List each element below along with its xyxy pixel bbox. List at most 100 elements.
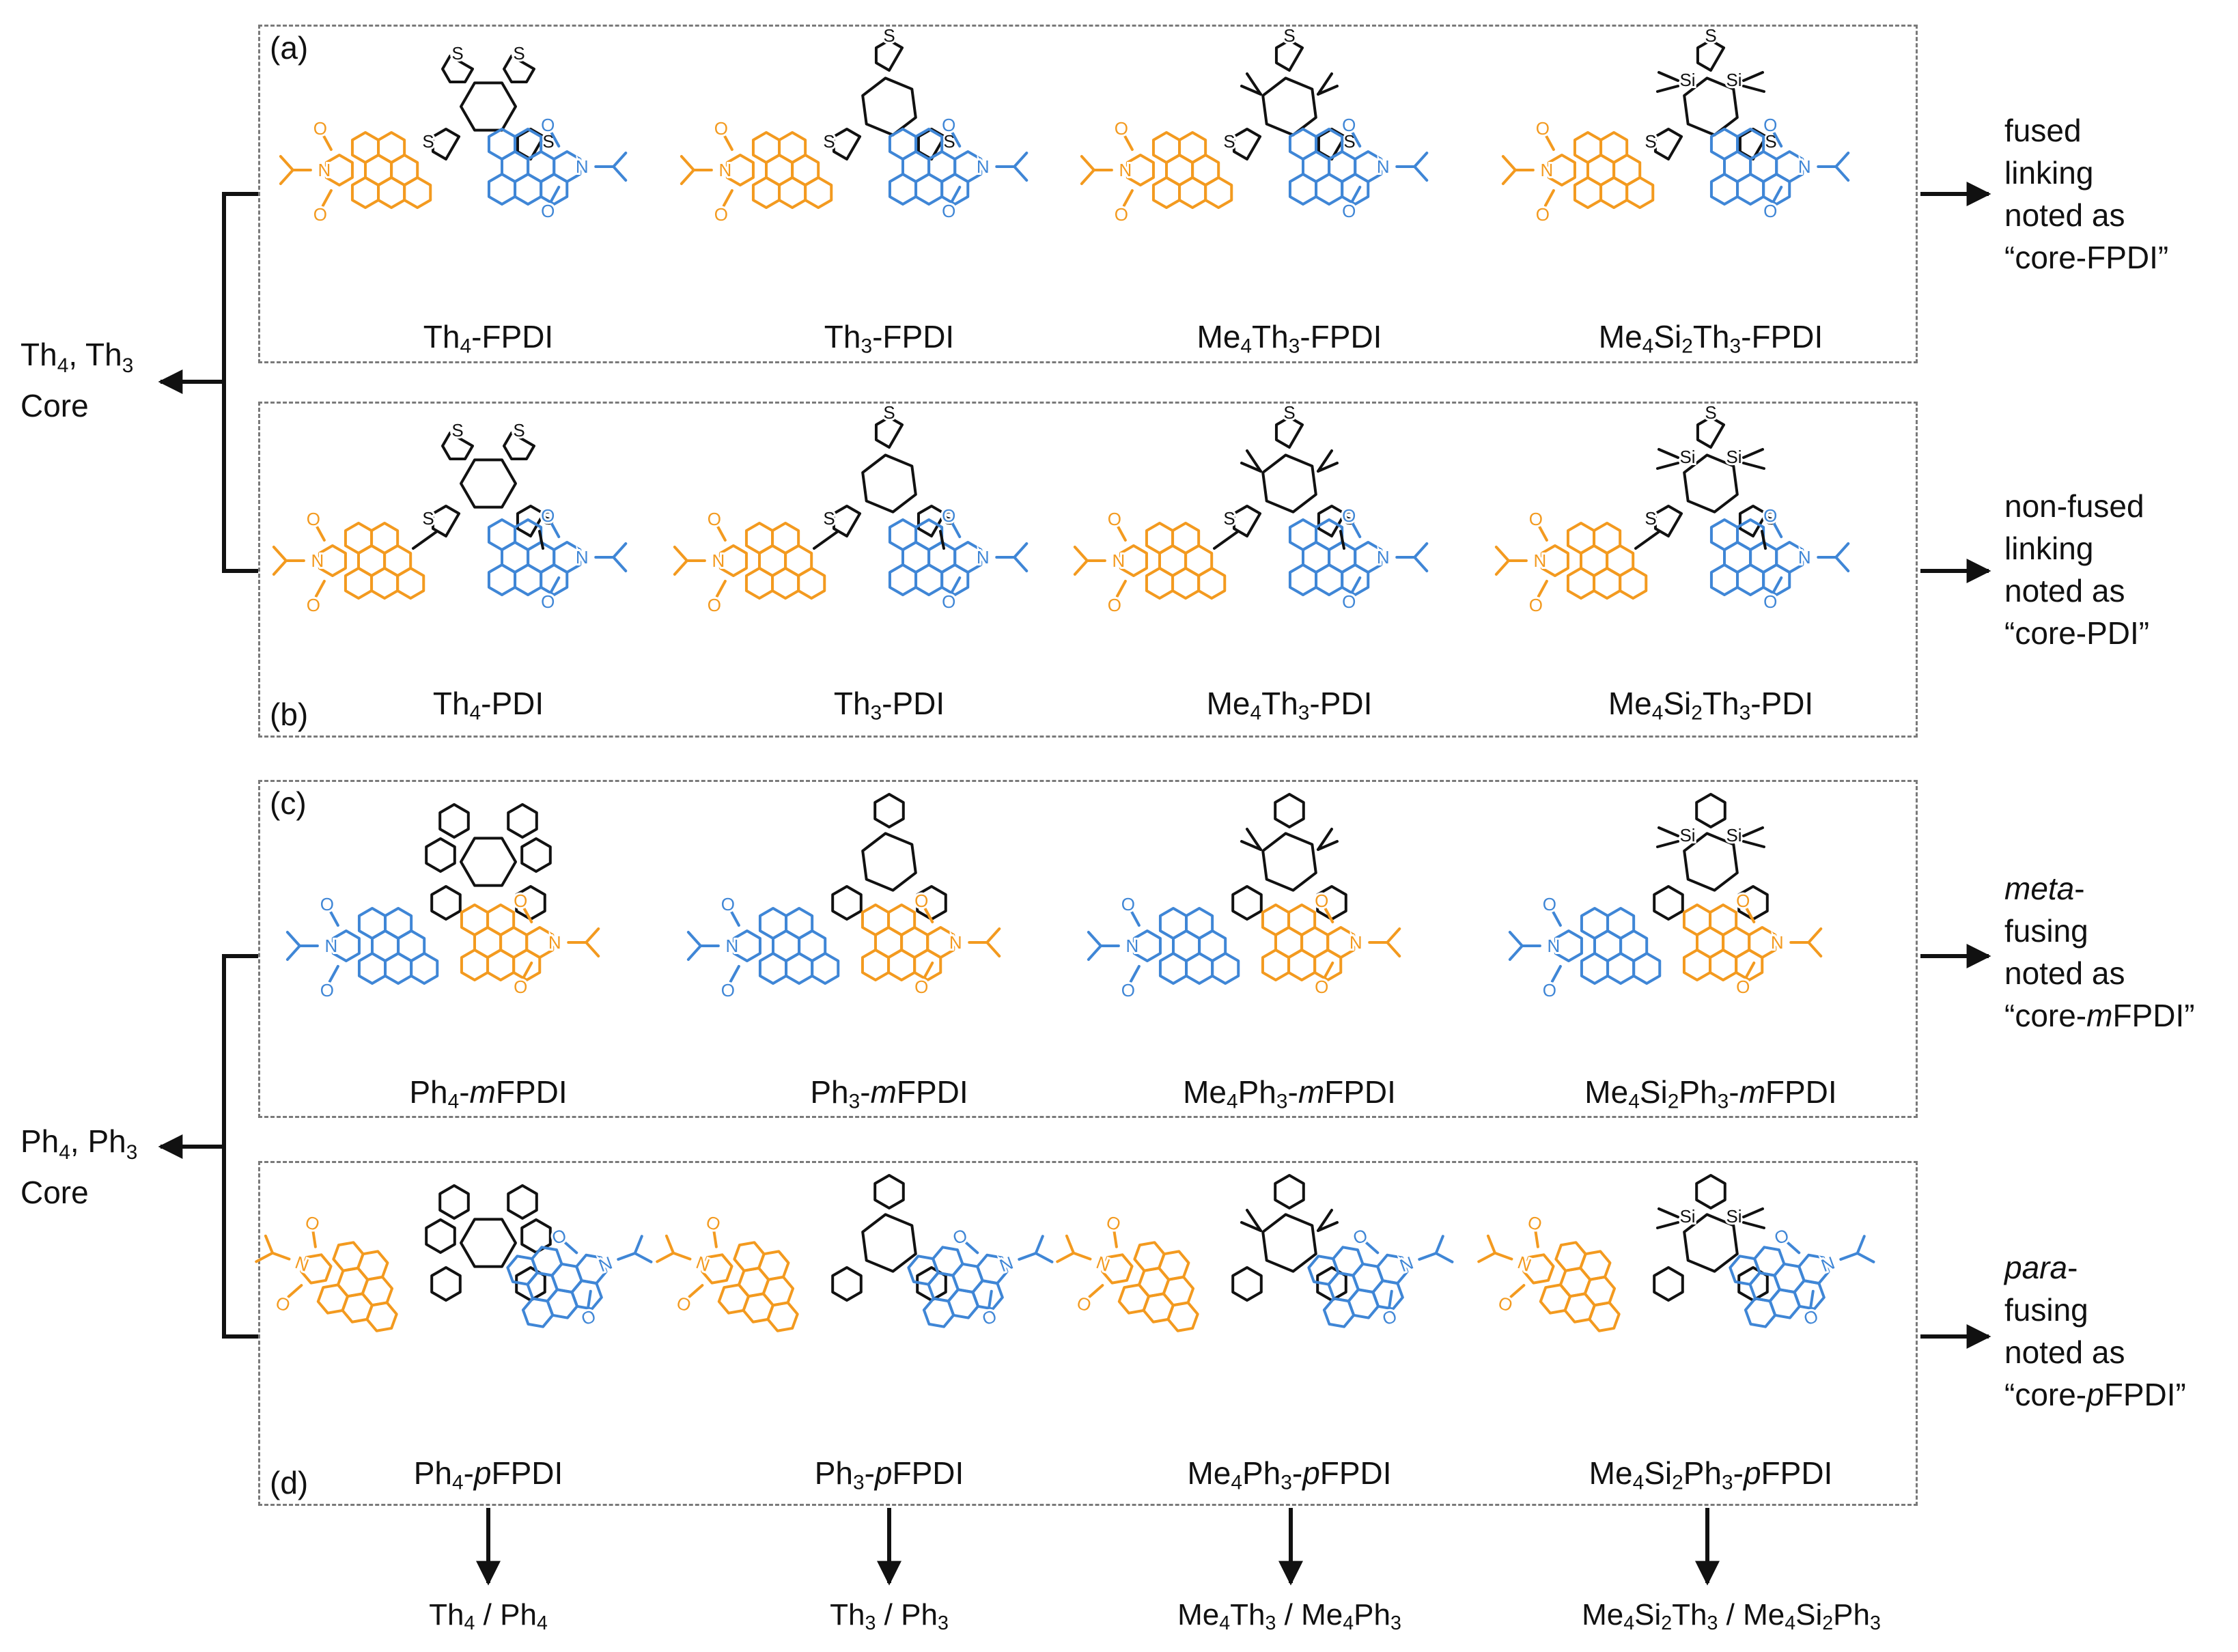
- panel-label: (a): [270, 30, 309, 66]
- oxygen-label: O: [714, 204, 728, 225]
- compound-d-2: O O N O O N Ph3-pFPDI: [656, 1168, 1080, 1496]
- phenyl-ring: [873, 793, 905, 828]
- silicon-label: Si: [1679, 70, 1695, 90]
- silicon-label: Si: [1726, 447, 1742, 467]
- oxygen-label: O: [1342, 505, 1356, 526]
- phenyl-ring: [507, 1184, 538, 1220]
- isopropyl-bond: [1034, 1252, 1054, 1263]
- isopropyl-bond: [985, 941, 1001, 957]
- carbonyl-bond: [1088, 1284, 1104, 1298]
- phenyl-ring: [507, 803, 538, 839]
- imide-ring: [300, 1253, 333, 1285]
- oxygen-label: O: [942, 115, 955, 135]
- bottom-label-me4th3-me4ph3: Me4Th3 / Me4Ph3: [1177, 1598, 1401, 1635]
- pdi-ring: [487, 563, 517, 596]
- carbonyl-bond: [688, 1284, 704, 1298]
- isopropyl-bond: [1418, 1252, 1438, 1261]
- sulfur-label: S: [513, 420, 524, 440]
- carbonyl-bond: [950, 186, 962, 204]
- imide-ring: [976, 1253, 1009, 1285]
- panel-c: (c): [258, 780, 1918, 1118]
- linking-bond: [538, 530, 544, 550]
- phenyl-ring: [1231, 885, 1263, 921]
- isopropyl-bond: [1386, 941, 1401, 957]
- nitrogen-label: N: [1541, 160, 1554, 180]
- thiophene-ring: [832, 505, 862, 537]
- compound-name: Ph3-mFPDI: [810, 1074, 968, 1113]
- methyl-bond: [1240, 840, 1262, 851]
- thiophene-ring: [1653, 128, 1683, 160]
- pdi-ring: [1580, 952, 1610, 985]
- oxygen-label: O: [320, 980, 334, 1000]
- nitrogen-label: N: [311, 550, 324, 571]
- isopropyl-bond: [1501, 155, 1517, 171]
- pdi-ring: [1315, 563, 1344, 596]
- imide-ring: [953, 541, 983, 574]
- oxygen-label: O: [1543, 980, 1556, 1000]
- oxygen-label: O: [1342, 115, 1356, 135]
- methyl-bond: [1657, 71, 1679, 82]
- oxygen-label: O: [320, 894, 334, 914]
- isopropyl-bond: [1073, 546, 1089, 562]
- phenyl-ring: [430, 885, 462, 921]
- thiophene-ring: [1274, 416, 1304, 449]
- isopropyl-bond: [686, 944, 702, 961]
- nitrogen-label: N: [1126, 936, 1139, 956]
- isopropyl-bond: [1494, 559, 1510, 576]
- imide-ring: [718, 544, 748, 577]
- isopropyl-bond: [279, 155, 294, 171]
- pdi-ring: [1171, 567, 1201, 600]
- phenyl-ring: [1653, 1266, 1684, 1302]
- pdi-ring: [1288, 563, 1318, 596]
- oxygen-label: O: [1536, 204, 1550, 225]
- compound-d-1: O O N O O N Ph4-pFPDI: [255, 1168, 680, 1496]
- pdi-ring: [344, 567, 374, 600]
- eight-membered-ring: [1261, 832, 1317, 892]
- methyl-bond: [1742, 1221, 1765, 1229]
- oxygen-label: O: [1108, 595, 1121, 615]
- molecule-structure: Si Si O O N O O N: [1508, 793, 1823, 1003]
- compound-a-3: S S S O O N O O N Me4Th3-FPDI: [1080, 23, 1481, 359]
- isopropyl-bond: [1034, 1235, 1044, 1255]
- thiophene-ring: [1696, 416, 1726, 449]
- carbonyl-bond: [1537, 524, 1548, 542]
- imide-ring: [1376, 1253, 1409, 1285]
- thiophene-ring: [431, 128, 461, 160]
- carbonyl-bond: [587, 1289, 592, 1310]
- isopropyl-bond: [1839, 1252, 1859, 1261]
- phenyl-ring: [1653, 885, 1684, 921]
- sulfur-label: S: [1223, 131, 1235, 152]
- oxygen-label: O: [914, 891, 928, 911]
- isopropyl-bond: [672, 1251, 692, 1261]
- pdi-right: OON: [487, 503, 628, 614]
- pdi-ring: [1178, 176, 1207, 209]
- eight-membered-ring: [1261, 453, 1317, 514]
- carbonyl-bond: [963, 1240, 979, 1255]
- compound-name: Me4Th3-PDI: [1206, 686, 1373, 725]
- pdi-ring: [1185, 952, 1214, 985]
- pdi-left: O O N: [1073, 507, 1227, 617]
- pdi-right: OON: [487, 113, 628, 223]
- thiophene-ring: [874, 39, 904, 72]
- pdi-left: O O N: [673, 507, 826, 617]
- cyclooctatetraene-core: [460, 837, 517, 887]
- nitrogen-label: N: [1113, 550, 1125, 571]
- carbonyl-bond: [1363, 1240, 1380, 1255]
- bottom-label-th3-ph3: Th3 / Ph3: [830, 1598, 949, 1635]
- phenyl-ring: [438, 1184, 470, 1220]
- pdi-ring: [1709, 563, 1739, 596]
- isopropyl-bond: [585, 927, 600, 944]
- carbonyl-bond: [1323, 962, 1334, 979]
- panel-a: (a): [258, 25, 1918, 363]
- pdi-ring: [357, 952, 387, 985]
- methyl-bond: [1317, 462, 1339, 473]
- phenyl-ring: [425, 1218, 456, 1254]
- isopropyl-bond: [633, 1252, 653, 1263]
- eight-membered-ring: [1683, 832, 1739, 892]
- methyl-bond: [1246, 1209, 1262, 1232]
- pdi-ring: [486, 949, 516, 981]
- eight-membered-ring: [1683, 453, 1739, 514]
- methyl-bond: [1656, 840, 1679, 848]
- isopropyl-bond: [1413, 542, 1429, 559]
